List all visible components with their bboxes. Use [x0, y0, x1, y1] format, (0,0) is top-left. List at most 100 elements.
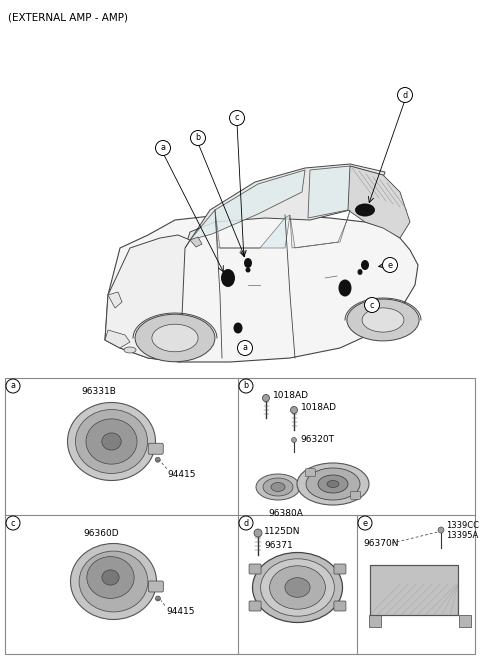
Polygon shape — [190, 237, 202, 247]
Text: 1018AD: 1018AD — [301, 403, 337, 413]
Ellipse shape — [358, 269, 362, 275]
Ellipse shape — [152, 325, 198, 351]
Polygon shape — [215, 210, 290, 248]
Text: 1018AD: 1018AD — [273, 392, 309, 401]
Text: 13395A: 13395A — [446, 530, 478, 539]
Polygon shape — [290, 210, 350, 248]
Ellipse shape — [285, 578, 310, 597]
Circle shape — [239, 379, 253, 393]
Circle shape — [191, 131, 205, 145]
Text: 96320T: 96320T — [300, 436, 334, 445]
Ellipse shape — [270, 566, 325, 609]
Circle shape — [6, 379, 20, 393]
Circle shape — [239, 516, 253, 530]
Ellipse shape — [79, 551, 148, 612]
Text: e: e — [387, 260, 393, 269]
Text: 94415: 94415 — [168, 470, 196, 479]
Circle shape — [254, 529, 262, 537]
Polygon shape — [308, 166, 383, 218]
Ellipse shape — [102, 570, 119, 585]
FancyBboxPatch shape — [334, 601, 346, 611]
Ellipse shape — [233, 323, 242, 334]
FancyBboxPatch shape — [334, 564, 346, 574]
Ellipse shape — [68, 403, 156, 480]
Ellipse shape — [75, 409, 147, 474]
Ellipse shape — [86, 419, 137, 464]
Bar — [370, 564, 458, 614]
FancyBboxPatch shape — [350, 491, 360, 499]
Bar — [370, 564, 458, 614]
Text: 96371: 96371 — [264, 541, 293, 549]
Text: 96370N: 96370N — [363, 539, 398, 547]
Ellipse shape — [355, 204, 375, 217]
Ellipse shape — [263, 478, 293, 496]
Polygon shape — [190, 170, 305, 240]
Bar — [369, 614, 381, 627]
Ellipse shape — [245, 267, 251, 273]
Polygon shape — [108, 292, 122, 308]
Ellipse shape — [361, 260, 369, 270]
Text: 94415: 94415 — [166, 606, 194, 616]
Ellipse shape — [338, 279, 351, 296]
Ellipse shape — [135, 314, 215, 362]
Text: c: c — [370, 300, 374, 309]
FancyBboxPatch shape — [148, 581, 163, 592]
Ellipse shape — [124, 347, 136, 353]
Circle shape — [155, 457, 160, 463]
Circle shape — [6, 516, 20, 530]
Text: 96331B: 96331B — [82, 388, 116, 397]
Text: 1339CC: 1339CC — [446, 522, 479, 530]
Ellipse shape — [102, 433, 121, 450]
Text: 1125DN: 1125DN — [264, 526, 300, 535]
Circle shape — [438, 527, 444, 533]
Text: (EXTERNAL AMP - AMP): (EXTERNAL AMP - AMP) — [8, 12, 128, 22]
Circle shape — [383, 258, 397, 273]
Ellipse shape — [256, 474, 300, 500]
Polygon shape — [105, 330, 130, 348]
Circle shape — [358, 516, 372, 530]
Text: d: d — [402, 91, 408, 99]
Circle shape — [364, 298, 380, 313]
Polygon shape — [105, 215, 418, 362]
Ellipse shape — [221, 269, 235, 287]
Text: a: a — [242, 344, 248, 353]
Circle shape — [397, 87, 412, 102]
Polygon shape — [185, 164, 385, 248]
Text: a: a — [11, 382, 15, 390]
FancyBboxPatch shape — [305, 468, 315, 477]
FancyBboxPatch shape — [148, 443, 163, 454]
Circle shape — [291, 438, 297, 443]
Text: c: c — [11, 518, 15, 528]
Circle shape — [290, 407, 298, 413]
Ellipse shape — [318, 475, 348, 493]
FancyBboxPatch shape — [249, 601, 261, 611]
Text: 96380A: 96380A — [268, 509, 303, 518]
Ellipse shape — [271, 482, 285, 491]
Ellipse shape — [327, 480, 339, 487]
Ellipse shape — [252, 553, 343, 622]
Circle shape — [263, 394, 269, 401]
Ellipse shape — [261, 559, 335, 616]
Ellipse shape — [87, 556, 134, 599]
Text: d: d — [243, 518, 249, 528]
Text: b: b — [195, 133, 201, 143]
Polygon shape — [105, 235, 190, 362]
Circle shape — [156, 596, 160, 601]
Text: 96360D: 96360D — [84, 530, 119, 539]
Ellipse shape — [244, 258, 252, 268]
Polygon shape — [348, 166, 410, 238]
Circle shape — [156, 141, 170, 156]
Bar — [5, 378, 475, 654]
Ellipse shape — [297, 463, 369, 505]
Ellipse shape — [347, 299, 419, 341]
Ellipse shape — [362, 308, 404, 332]
Circle shape — [229, 110, 244, 125]
Ellipse shape — [71, 543, 156, 620]
Bar — [459, 614, 471, 627]
FancyBboxPatch shape — [249, 564, 261, 574]
Text: c: c — [235, 114, 239, 122]
Text: a: a — [160, 143, 166, 152]
Ellipse shape — [306, 468, 360, 500]
Circle shape — [238, 340, 252, 355]
Text: e: e — [362, 518, 368, 528]
